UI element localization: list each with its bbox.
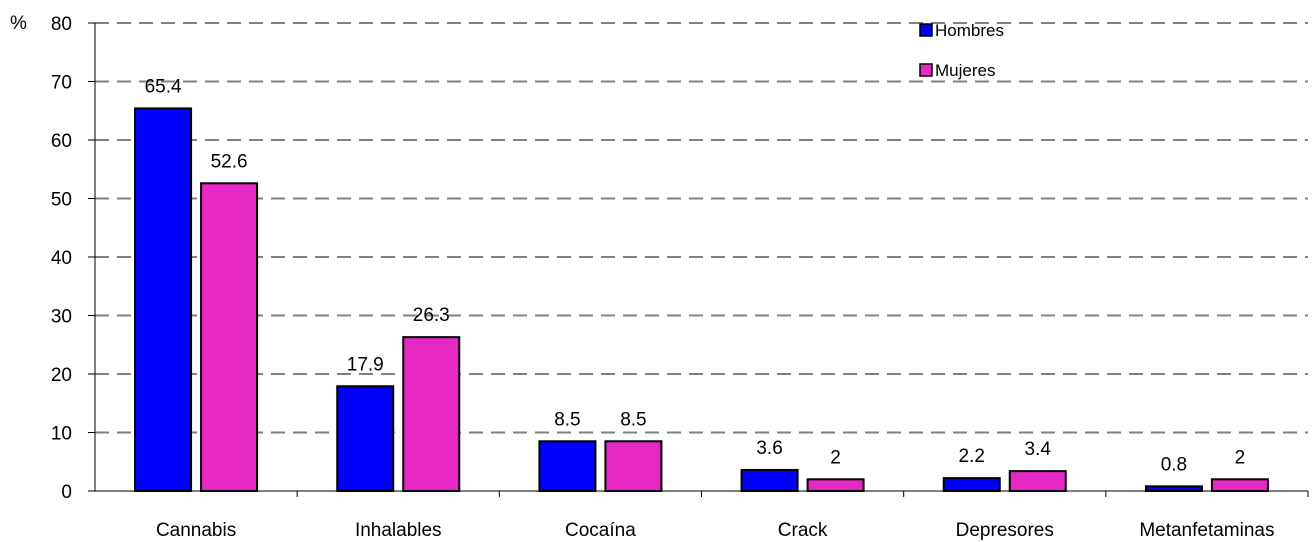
bar-hombres	[942, 477, 1001, 493]
bar-hombres	[740, 468, 799, 493]
y-tick-label: 60	[51, 131, 72, 152]
y-tick-label: 20	[51, 365, 72, 386]
bar-hombres	[538, 440, 597, 492]
data-label: 0.8	[1161, 454, 1187, 475]
bars	[134, 107, 1269, 493]
x-tick-label: Crack	[778, 520, 828, 541]
x-tick-label: Inhalables	[355, 520, 442, 541]
y-axis-unit-label: %	[10, 13, 27, 34]
x-tick-label: Cannabis	[156, 520, 236, 541]
bar-hombres	[134, 107, 193, 492]
y-tick-label: 10	[51, 424, 72, 445]
data-label: 8.5	[620, 409, 646, 430]
legend-swatch-hombres	[919, 23, 933, 37]
bar-mujeres	[604, 440, 663, 492]
x-tick-label: Cocaína	[565, 520, 636, 541]
gridlines	[95, 22, 1308, 434]
data-label: 2	[1235, 447, 1246, 468]
data-label: 52.6	[211, 151, 248, 172]
legend-swatch-mujeres	[919, 63, 933, 77]
bar-mujeres	[806, 478, 865, 492]
x-tick-label: Metanfetaminas	[1139, 520, 1274, 541]
bar-hombres	[336, 385, 395, 492]
y-tick-label: 80	[51, 14, 72, 35]
y-tick-label: 70	[51, 73, 72, 94]
y-tick-label: 50	[51, 190, 72, 211]
bar-mujeres	[1008, 470, 1067, 492]
data-label: 3.4	[1025, 439, 1052, 460]
legend-label: Hombres	[935, 21, 1004, 40]
data-label: 17.9	[347, 354, 384, 375]
bar-mujeres	[200, 182, 259, 492]
data-label: 2.2	[959, 446, 985, 467]
x-tick-label: Depresores	[956, 520, 1054, 541]
legend-label: Mujeres	[935, 61, 995, 80]
data-label: 65.4	[145, 76, 182, 97]
bar-mujeres	[402, 336, 461, 492]
axes: 0 10 20 30 40 50 60 70 80 Cannabis Inhalables Cocaí…	[51, 14, 1309, 541]
bar-mujeres	[1210, 478, 1269, 492]
data-label: 2	[830, 447, 841, 468]
data-label: 3.6	[756, 438, 782, 459]
data-label: 26.3	[413, 305, 450, 326]
data-label: 8.5	[554, 409, 580, 430]
data-labels: 65.4 52.6 17.9 26.3 8.5 8.5 3.6 2 2.2 3.4 0.8 2	[145, 76, 1246, 475]
y-tick-label: 0	[61, 482, 72, 503]
bar-hombres	[1144, 485, 1203, 493]
y-tick-label: 40	[51, 248, 72, 269]
y-tick-label: 30	[51, 307, 72, 328]
legend: Hombres Mujeres	[919, 21, 1004, 80]
